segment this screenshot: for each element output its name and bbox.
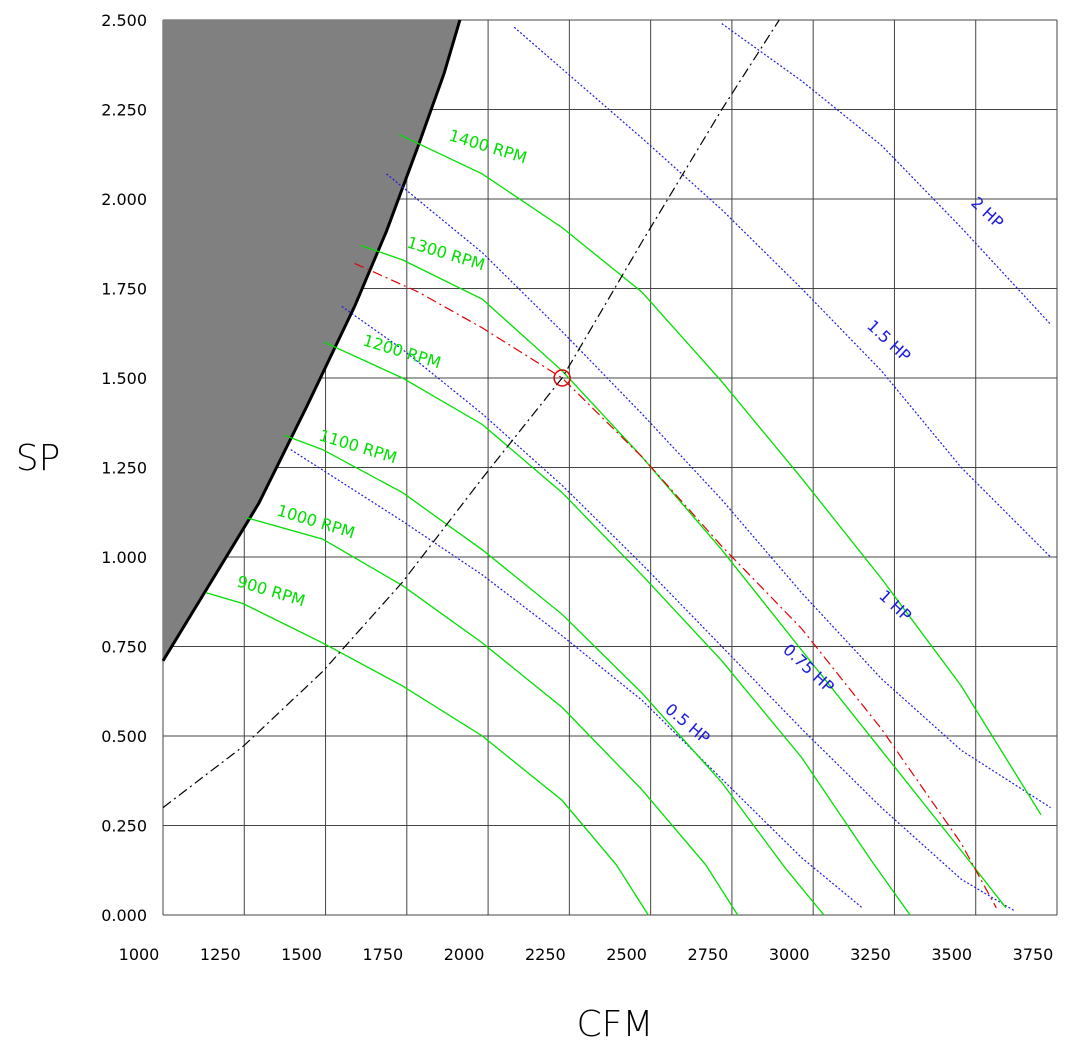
rpm-curve [284,434,825,916]
y-tick-label: 0.750 [101,638,147,657]
efficiency-line [162,19,780,809]
x-tick-label: 1500 [281,945,322,964]
hp-label: 0.75 HP [779,640,838,697]
y-tick-label: 1.250 [101,459,147,478]
y-tick-label: 0.250 [101,817,147,836]
x-tick-label: 2750 [688,945,729,964]
x-tick-label: 1000 [119,945,160,964]
x-tick-label: 1750 [362,945,403,964]
system-curve-group [354,262,997,909]
y-tick-label: 0.000 [101,906,147,925]
rpm-curve [399,134,1042,816]
rpm-label: 1200 RPM [361,331,443,373]
rpm-curve [245,516,739,916]
hp-label: 1 HP [875,586,915,625]
y-tick-label: 1.750 [101,280,147,299]
hp-curve [341,305,1016,912]
x-axis-title: CFM [577,1004,654,1042]
y-tick-label: 2.250 [101,101,147,120]
horsepower-curves [290,23,1052,912]
y-axis-ticks: 0.000 0.250 0.500 0.750 1.000 1.250 1.500 1.750… [101,11,147,925]
stall-boundary [161,19,462,662]
x-tick-label: 1250 [200,945,241,964]
x-tick-label: 2500 [606,945,647,964]
rpm-label: 1100 RPM [317,426,399,468]
hp-curve [513,26,1052,558]
rpm-curves [205,134,1042,916]
x-tick-label: 2000 [444,945,485,964]
y-tick-label: 1.500 [101,369,147,388]
hp-curve [721,23,1052,325]
x-tick-label: 3750 [1013,945,1054,964]
y-tick-label: 2.000 [101,190,147,209]
y-axis-title: SP [16,438,61,479]
y-tick-label: 0.500 [101,727,147,746]
hp-label: 1.5 HP [863,316,914,366]
y-tick-label: 2.500 [101,11,147,30]
rpm-curve [205,592,649,916]
hp-curve [386,173,1051,809]
rpm-label: 1000 RPM [275,501,357,543]
stall-region [161,19,462,662]
operating-point-group [553,369,571,387]
x-tick-label: 3500 [931,945,972,964]
system-curve [354,262,997,909]
x-tick-label: 2250 [525,945,566,964]
stall-area [163,20,460,661]
grid [162,19,1058,916]
y-tick-label: 1.000 [101,548,147,567]
efficiency-line-group [162,19,780,809]
x-axis-ticks: 1000 1250 1500 1750 2000 2250 2500 2750 3000 3250… [119,945,1054,964]
rpm-curve [323,341,911,916]
rpm-curve [360,244,1007,909]
x-tick-label: 3000 [769,945,810,964]
operating-point [553,369,571,387]
hp-curve [290,449,863,909]
x-tick-label: 3250 [850,945,891,964]
rpm-label: 1300 RPM [405,233,487,275]
